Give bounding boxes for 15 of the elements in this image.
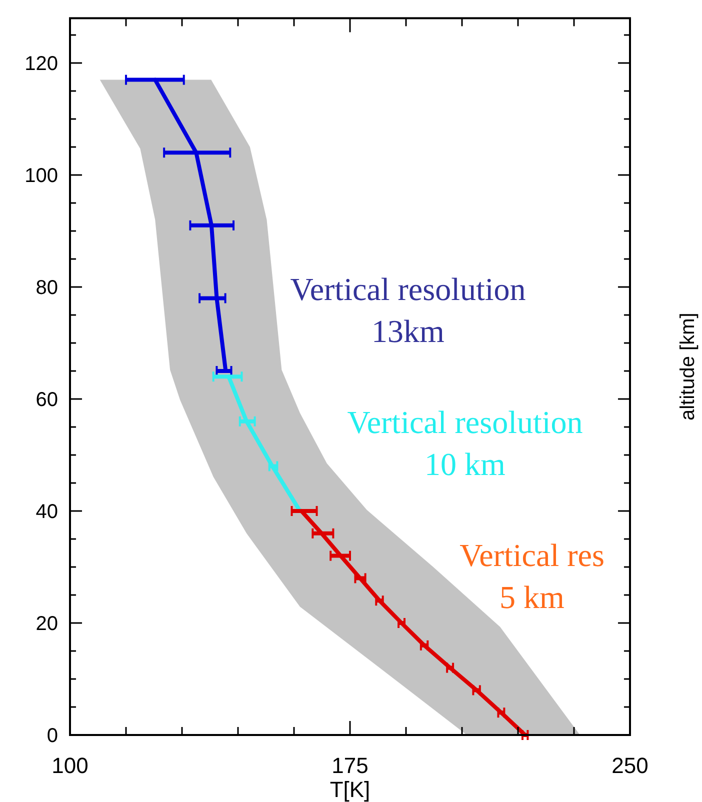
annotation: Vertical res 5 km [460,537,604,615]
y-tick-label: 80 [36,277,58,299]
y-axis-title: altitude [km] [677,312,699,421]
annotation: Vertical resolution 10 km [347,404,583,482]
x-tick-label: 175 [332,753,368,778]
y-tick-label: 20 [36,613,58,635]
y-tick-label: 120 [24,53,58,75]
y-tick-label: 60 [36,389,58,411]
y-tick-label: 0 [46,725,58,747]
x-axis-title: T[K] [330,777,370,802]
y-tick-label: 40 [36,501,58,523]
x-tick-label: 250 [612,753,648,778]
x-tick-label: 100 [52,753,88,778]
y-tick-label: 100 [24,165,58,187]
annotation: Vertical resolution 13km [290,271,526,349]
